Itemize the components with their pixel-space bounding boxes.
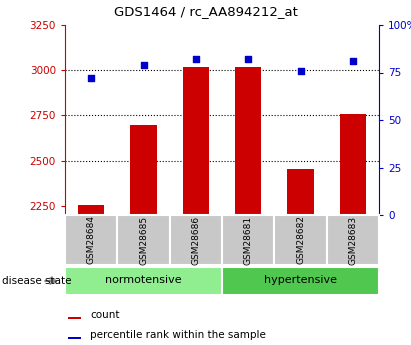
Bar	[340, 114, 366, 215]
Bar	[183, 67, 209, 215]
FancyBboxPatch shape	[65, 215, 117, 265]
FancyBboxPatch shape	[222, 267, 379, 295]
FancyBboxPatch shape	[222, 215, 274, 265]
FancyBboxPatch shape	[65, 267, 222, 295]
Bar	[78, 205, 104, 215]
Bar	[68, 317, 81, 319]
Text: hypertensive: hypertensive	[264, 275, 337, 285]
Text: GSM28682: GSM28682	[296, 216, 305, 265]
Point	[88, 76, 95, 81]
Text: GDS1464 / rc_AA894212_at: GDS1464 / rc_AA894212_at	[113, 5, 298, 18]
Point	[192, 57, 199, 62]
Bar	[130, 126, 157, 215]
Text: GSM28684: GSM28684	[87, 216, 96, 265]
Bar	[235, 67, 261, 215]
Text: GSM28681: GSM28681	[244, 215, 253, 265]
Text: normotensive: normotensive	[105, 275, 182, 285]
Text: count: count	[90, 310, 120, 321]
Bar	[68, 337, 81, 339]
Point	[349, 58, 356, 64]
Text: GSM28686: GSM28686	[192, 215, 200, 265]
FancyBboxPatch shape	[117, 215, 170, 265]
Point	[297, 68, 304, 73]
Bar	[287, 169, 314, 215]
Point	[245, 57, 252, 62]
Text: disease state: disease state	[2, 276, 72, 286]
Text: GSM28685: GSM28685	[139, 215, 148, 265]
Point	[140, 62, 147, 68]
Text: GSM28683: GSM28683	[349, 215, 357, 265]
FancyBboxPatch shape	[327, 215, 379, 265]
FancyBboxPatch shape	[170, 215, 222, 265]
FancyBboxPatch shape	[274, 215, 327, 265]
Text: percentile rank within the sample: percentile rank within the sample	[90, 330, 266, 340]
